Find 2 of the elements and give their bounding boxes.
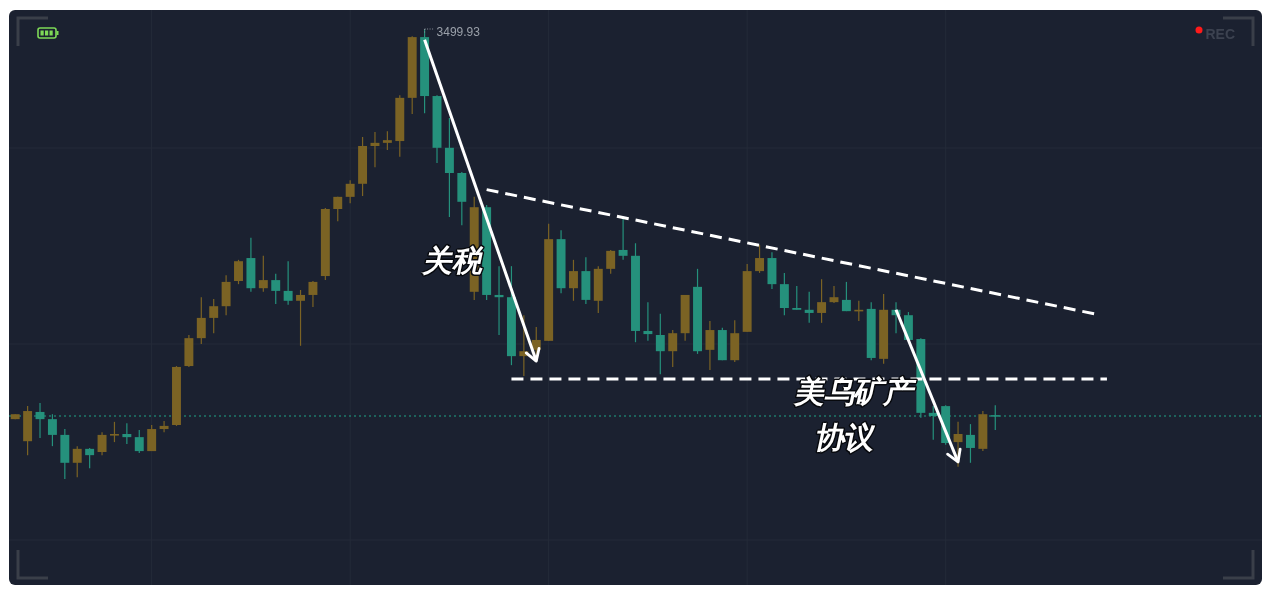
text: 3499.93 bbox=[436, 25, 480, 39]
series-label: 美乌矿产协议 bbox=[792, 375, 919, 454]
